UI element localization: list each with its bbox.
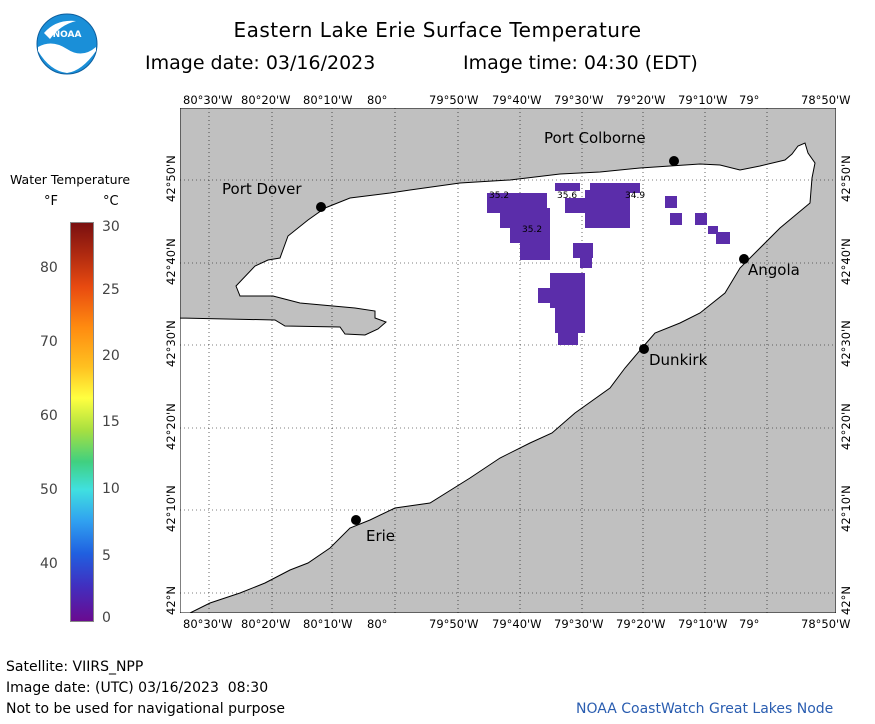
temp-label: 35.2: [522, 225, 543, 235]
longitude-tick-top: 80°10'W: [303, 93, 353, 107]
temp-label: 35.2: [489, 191, 510, 201]
longitude-tick-bottom: 79°: [739, 617, 760, 631]
longitude-tick-bottom: 79°30'W: [554, 617, 604, 631]
latitude-tick-left: 42°N: [164, 586, 178, 615]
legend-colorbar: [70, 222, 94, 622]
longitude-tick-top: 79°50'W: [429, 93, 479, 107]
latitude-tick-right: 42°40'N: [839, 238, 853, 285]
temp-label: 34.9: [625, 191, 646, 201]
legend-tick-f: 70: [40, 334, 58, 350]
satellite-label: Satellite: VIIRS_NPP: [6, 659, 144, 675]
longitude-tick-bottom: 80°10'W: [303, 617, 353, 631]
legend-tick-f: 60: [40, 408, 58, 424]
latitude-tick-right: 42°N: [839, 586, 853, 615]
longitude-tick-top: 78°50'W: [801, 93, 851, 107]
temp-label: 35.6: [557, 191, 578, 201]
svg-text:NOAA: NOAA: [53, 30, 82, 40]
longitude-tick-bottom: 80°20'W: [241, 617, 291, 631]
longitude-tick-bottom: 80°: [367, 617, 388, 631]
image-date-label: Image date: 03/16/2023: [145, 52, 376, 74]
latitude-tick-left: 42°10'N: [164, 485, 178, 532]
credit-label: NOAA CoastWatch Great Lakes Node: [576, 701, 834, 717]
legend-tick-f: 80: [40, 260, 58, 276]
cold-water-pixels: [487, 183, 730, 345]
latitude-tick-right: 42°50'N: [839, 155, 853, 202]
longitude-tick-bottom: 79°40'W: [492, 617, 542, 631]
image-time-label: Image time: 04:30 (EDT): [463, 52, 698, 74]
legend-tick-c: 15: [102, 414, 120, 430]
lake-water: [180, 142, 816, 613]
legend-tick-c: 10: [102, 481, 120, 497]
longitude-tick-bottom: 79°10'W: [678, 617, 728, 631]
latitude-tick-right: 42°10'N: [839, 485, 853, 532]
longitude-tick-bottom: 79°20'W: [616, 617, 666, 631]
longitude-tick-top: 79°10'W: [678, 93, 728, 107]
city-label-erie: Erie: [366, 527, 396, 545]
lake-erie-map: [180, 108, 836, 613]
longitude-tick-bottom: 78°50'W: [801, 617, 851, 631]
latitude-tick-right: 42°20'N: [839, 403, 853, 450]
legend-tick-c: 30: [102, 219, 120, 235]
noaa-logo: NOAA: [36, 13, 98, 75]
latitude-tick-left: 42°50'N: [164, 155, 178, 202]
longitude-tick-bottom: 80°30'W: [183, 617, 233, 631]
city-markers: [316, 156, 749, 525]
longitude-tick-top: 79°: [739, 93, 760, 107]
longitude-tick-top: 79°40'W: [492, 93, 542, 107]
map-title: Eastern Lake Erie Surface Temperature: [233, 18, 642, 42]
legend-tick-c: 20: [102, 348, 120, 364]
longitude-tick-top: 79°20'W: [616, 93, 666, 107]
latitude-tick-left: 42°40'N: [164, 238, 178, 285]
legend-tick-f: 40: [40, 556, 58, 572]
city-label-angola: Angola: [748, 261, 800, 279]
city-label-port-colborne: Port Colborne: [544, 129, 646, 147]
legend-tick-c: 5: [102, 548, 111, 564]
legend-title: Water Temperature: [10, 172, 131, 187]
city-label-dunkirk: Dunkirk: [649, 351, 708, 369]
legend-unit-c: °C: [103, 194, 119, 209]
longitude-tick-bottom: 79°50'W: [429, 617, 479, 631]
utc-date-label: Image date: (UTC) 03/16/2023 08:30: [6, 680, 269, 696]
latitude-tick-right: 42°30'N: [839, 320, 853, 367]
grid-lines: [180, 108, 836, 613]
longitude-tick-top: 80°: [367, 93, 388, 107]
longitude-tick-top: 80°30'W: [183, 93, 233, 107]
legend-tick-f: 50: [40, 482, 58, 498]
longitude-tick-top: 79°30'W: [554, 93, 604, 107]
legend-unit-f: °F: [44, 194, 58, 209]
legend-tick-c: 25: [102, 282, 120, 298]
latitude-tick-left: 42°30'N: [164, 320, 178, 367]
legend-tick-c: 0: [102, 610, 111, 626]
city-label-port-dover: Port Dover: [222, 180, 302, 198]
latitude-tick-left: 42°20'N: [164, 403, 178, 450]
longitude-tick-top: 80°20'W: [241, 93, 291, 107]
disclaimer-label: Not to be used for navigational purpose: [6, 701, 285, 717]
